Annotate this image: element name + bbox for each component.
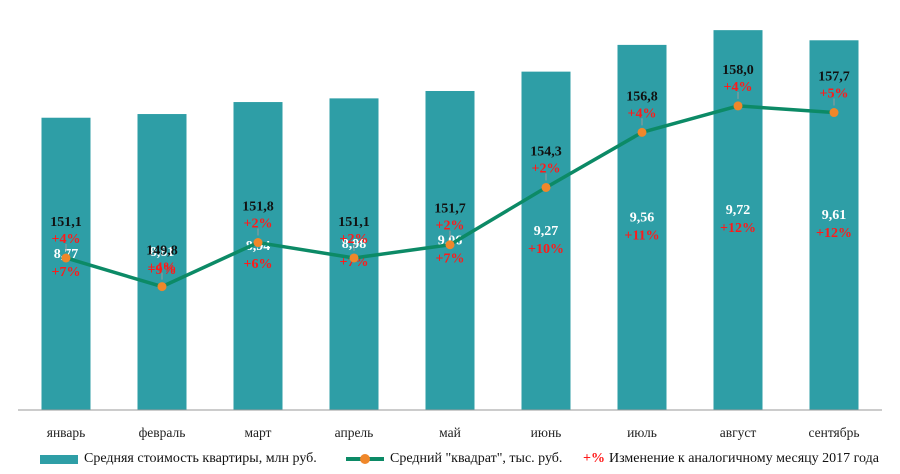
legend: Средняя стоимость квартиры, млн руб. Сре… [0, 447, 900, 471]
line-change-label: +5% [820, 87, 849, 102]
bar-value-label: 9,56 [630, 210, 655, 225]
line-change-label: +2% [244, 217, 273, 232]
line-marker [733, 101, 743, 111]
line-change-label: +2% [340, 232, 369, 247]
line-change-label: +4% [628, 106, 657, 121]
line-value-label: 151,8 [242, 200, 274, 215]
bar-change-label: +9% [148, 263, 177, 278]
bar-change-label: +11% [624, 228, 659, 243]
x-tick-label: апрель [335, 425, 374, 440]
x-tick-label: сентябрь [808, 425, 859, 440]
line-data-labels: 151,1 +4% 149,8 +4% 151,8 +2% 151,1 +2% 151,7 +2%… [50, 63, 850, 276]
line-value-label: 156,8 [626, 89, 658, 104]
x-tick-label: январь [47, 425, 86, 440]
line-value-label: 151,7 [434, 202, 466, 217]
bar-value-label: 9,61 [822, 208, 847, 223]
line-marker [349, 253, 359, 263]
bar [233, 102, 283, 411]
line-marker [253, 238, 263, 248]
line-change-label: +2% [532, 161, 561, 176]
legend-line-swatch [346, 452, 384, 466]
line-value-label: 154,3 [530, 144, 562, 159]
line-change-label: +4% [148, 261, 177, 276]
line-value-label: 151,1 [338, 215, 370, 230]
legend-bar-label: Средняя стоимость квартиры, млн руб. [84, 451, 317, 466]
line-layer [61, 91, 839, 292]
x-tick-label: июнь [531, 425, 562, 440]
bar-change-label: +12% [720, 221, 756, 236]
line-change-label: +4% [724, 80, 753, 95]
line-marker [445, 240, 455, 250]
line-marker [829, 108, 839, 118]
x-tick-label: март [245, 425, 272, 440]
x-tick-label: август [720, 425, 757, 440]
bars-layer [41, 30, 859, 411]
bar-change-label: +7% [436, 251, 465, 266]
bar-change-label: +12% [816, 226, 852, 241]
bar [617, 44, 667, 410]
legend-pct-marker: +% [583, 451, 605, 466]
line-marker [637, 127, 647, 137]
bar-change-label: +6% [244, 257, 273, 272]
bar-value-label: 9,27 [534, 224, 559, 239]
x-tick-labels: январь февраль март апрель май июнь июль август… [47, 425, 860, 440]
bar [425, 90, 475, 410]
x-tick-label: май [439, 425, 461, 440]
legend-line-label: Средний "квадрат", тыс. руб. [390, 451, 563, 466]
line-value-label: 151,1 [50, 215, 82, 230]
legend-item-pct: +% Изменение к аналогичному месяцу 2017 … [583, 451, 879, 467]
bar-change-label: +7% [340, 255, 369, 270]
line-value-label: 157,7 [818, 70, 850, 85]
line-change-label: +2% [436, 219, 465, 234]
line-marker [157, 282, 167, 292]
legend-item-line: Средний "квадрат", тыс. руб. [346, 451, 562, 467]
legend-bar-swatch [40, 454, 78, 464]
line-marker [61, 253, 71, 263]
bar-value-label: 9,72 [726, 203, 751, 218]
bar-value-label: 8,81 [150, 245, 175, 260]
bar-data-labels: 8,77+7%8,81+9%8,94+6%8,98+7%9,06+7%9,27+… [52, 203, 852, 280]
bar-change-label: +10% [528, 242, 564, 257]
bar [137, 114, 187, 411]
bar-change-label: +7% [52, 265, 81, 280]
legend-pct-label: Изменение к аналогичному месяцу 2017 год… [608, 451, 879, 466]
legend-item-bar: Средняя стоимость квартиры, млн руб. [40, 451, 317, 467]
line-change-label: +4% [52, 232, 81, 247]
x-tick-label: февраль [139, 425, 186, 440]
bar [521, 71, 571, 411]
line-value-label: 158,0 [722, 63, 754, 78]
line-marker [541, 182, 551, 192]
x-tick-label: июль [627, 425, 657, 440]
line-value-label: 149,8 [146, 244, 178, 259]
